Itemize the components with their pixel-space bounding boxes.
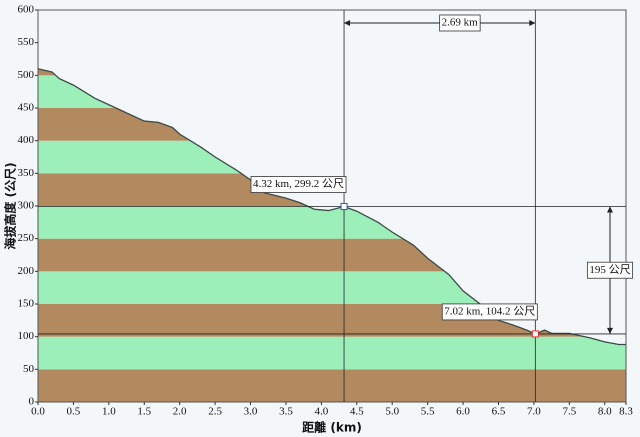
y-tick-label: 100 (18, 330, 35, 342)
x-tick-label: 3.0 (244, 406, 258, 418)
x-tick-label: 0.5 (67, 406, 81, 418)
x-tick-label: 2.5 (208, 406, 222, 418)
point-marker (340, 203, 348, 211)
point-marker (531, 330, 539, 338)
x-tick-label: 2.0 (173, 406, 187, 418)
elevation-band (38, 369, 626, 402)
distance-label: 2.69 km (442, 17, 479, 29)
y-tick-label: 350 (18, 167, 35, 179)
x-tick-label: 4.0 (314, 406, 328, 418)
x-tick-label: 3.5 (279, 406, 293, 418)
x-tick-label: 7.5 (562, 406, 576, 418)
y-tick-label: 50 (23, 363, 35, 375)
height-label: 195 公尺 (589, 264, 630, 276)
arrow-head (607, 206, 613, 213)
x-tick-label: 6.0 (456, 406, 470, 418)
y-tick-label: 450 (18, 102, 35, 114)
marker-label-box (250, 176, 347, 193)
x-tick-label: 5.0 (385, 406, 399, 418)
marker-label: 4.32 km, 299.2 公尺 (253, 178, 344, 190)
elevation-band (38, 336, 626, 370)
x-tick-label: 7.0 (527, 406, 541, 418)
arrow-head (529, 20, 536, 26)
height-label-group: 195 公尺 (586, 261, 634, 279)
arrow-head (607, 327, 613, 334)
x-tick-label: 8.3 (619, 406, 633, 418)
x-axis-label: 距離 (km) (302, 420, 362, 435)
y-tick-label: 400 (18, 134, 35, 146)
marker-label-box (441, 303, 538, 321)
x-tick-label: 1.0 (102, 406, 116, 418)
marker-label-group: 7.02 km, 104.2 公尺 (441, 303, 538, 321)
x-tick-label: 1.5 (137, 406, 151, 418)
y-tick-label: 550 (18, 36, 35, 48)
y-axis-label: 海拔高度 (公尺) (3, 162, 18, 249)
y-tick-label: 500 (18, 69, 35, 81)
y-tick-label: 0 (29, 396, 35, 408)
y-tick-label: 250 (18, 232, 35, 244)
y-tick-label: 200 (18, 265, 35, 277)
x-tick-label: 5.5 (421, 406, 435, 418)
distance-label-group: 2.69 km (439, 14, 481, 32)
marker-label-group: 4.32 km, 299.2 公尺 (250, 176, 347, 193)
y-tick-label: 300 (18, 200, 35, 212)
x-tick-label: 6.5 (492, 406, 506, 418)
x-tick-label: 0.0 (31, 406, 45, 418)
distance-label-box (439, 14, 481, 32)
y-tick-label: 150 (18, 298, 35, 310)
y-tick-label: 600 (18, 4, 35, 16)
x-tick-label: 4.5 (350, 406, 364, 418)
x-tick-label: 8.0 (598, 406, 612, 418)
arrow-head (344, 20, 351, 26)
height-label-box (586, 261, 634, 279)
profile-line (37, 68, 626, 346)
marker-label: 7.02 km, 104.2 公尺 (444, 305, 535, 317)
